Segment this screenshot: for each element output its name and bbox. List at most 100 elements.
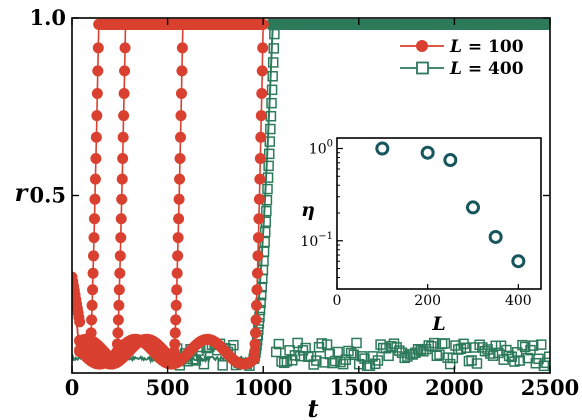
l100-marker	[115, 232, 127, 244]
l100-marker	[89, 193, 101, 205]
l400-marker	[444, 358, 456, 370]
l100-marker	[118, 110, 130, 122]
l100-marker	[86, 314, 98, 326]
l400-marker	[281, 355, 293, 367]
l400-marker	[410, 347, 421, 359]
l400-marker	[423, 340, 435, 351]
l100-marker	[87, 267, 99, 279]
l400-marker	[519, 341, 531, 353]
l400-marker	[295, 350, 306, 362]
l100-marker	[88, 232, 100, 244]
l400-marker	[426, 341, 437, 352]
l400-marker	[469, 342, 480, 353]
l100-marker	[173, 193, 185, 205]
l400-marker	[541, 357, 550, 369]
l100-marker	[74, 316, 86, 328]
l400-marker	[471, 358, 483, 369]
l100-marker	[86, 299, 98, 311]
l400-marker	[297, 345, 309, 356]
l400-marker	[431, 350, 443, 362]
l100-marker	[115, 213, 127, 225]
l100-marker	[254, 173, 266, 185]
l400-marker	[278, 357, 290, 369]
x-tick-label: 500	[146, 375, 190, 400]
l400-marker	[359, 353, 370, 364]
l400-marker	[217, 360, 228, 371]
l100-marker	[251, 299, 263, 311]
inset-point	[443, 153, 458, 168]
l100-marker	[91, 87, 103, 99]
l100-marker	[170, 314, 182, 326]
l400-marker	[501, 344, 512, 356]
x-axis-label: t	[307, 394, 318, 420]
l100-marker	[250, 314, 262, 326]
legend-marker	[416, 40, 428, 52]
l400-marker	[273, 338, 285, 350]
l100-marker	[92, 42, 104, 54]
l400-marker	[311, 355, 322, 366]
l100-marker	[174, 173, 186, 185]
x-tick-label: 2000	[425, 375, 483, 400]
l400-marker	[351, 337, 362, 349]
l100-marker	[176, 42, 188, 54]
inset-x-tick-label: 0	[333, 293, 342, 309]
l100-marker	[175, 110, 187, 122]
inset-plot: 0 200 400 100 10−1 Lη	[300, 137, 542, 335]
l400-marker	[261, 205, 272, 217]
l100-marker	[250, 327, 262, 339]
inset-x-tick-label: 400	[505, 293, 532, 309]
l100-marker	[87, 284, 99, 296]
l100-marker	[175, 131, 187, 143]
l100-marker	[253, 213, 265, 225]
l400-marker	[372, 355, 384, 366]
l100-marker	[114, 267, 126, 279]
inset-y-tick-label: 100	[309, 139, 333, 158]
l100-marker	[89, 173, 101, 185]
l100-marker	[113, 284, 125, 296]
x-tick-label: 1000	[234, 375, 292, 400]
l400-marker	[434, 349, 445, 360]
l400-marker	[442, 352, 453, 363]
l100-marker	[170, 299, 182, 311]
l100-marker	[254, 152, 266, 164]
l400-marker	[348, 349, 360, 361]
l400-marker	[388, 338, 400, 349]
l100-marker	[117, 152, 129, 164]
inset-y-tick-label: 10−1	[300, 231, 333, 250]
l100-marker	[119, 42, 131, 54]
l400-marker	[527, 340, 539, 351]
l100-marker	[112, 314, 124, 326]
l400-marker	[269, 28, 280, 40]
l100-marker	[173, 213, 185, 225]
l400-marker	[335, 356, 346, 368]
l400-marker	[420, 343, 432, 355]
l400-marker	[327, 357, 338, 369]
l400-marker	[535, 339, 547, 350]
l400-marker	[402, 351, 413, 362]
l100-marker	[253, 193, 265, 205]
l100-marker	[255, 131, 267, 143]
l100-marker	[257, 42, 269, 54]
l100-marker	[88, 213, 100, 225]
l400-marker	[538, 360, 550, 372]
inset-x-tick-label: 200	[414, 293, 441, 309]
x-tick-label: 2500	[521, 375, 579, 400]
x-tick-label: 0	[65, 375, 80, 400]
main-clip-group	[72, 18, 550, 372]
l400-marker	[503, 350, 515, 362]
legend-label: L = 400	[449, 59, 524, 79]
series-l100	[72, 18, 269, 370]
l400-marker	[487, 350, 499, 361]
l100-marker	[171, 267, 183, 279]
x-tick-label: 1500	[330, 375, 388, 400]
l400-marker	[198, 358, 210, 370]
l100-marker	[117, 131, 129, 143]
l100-marker	[171, 284, 183, 296]
l400-marker	[439, 338, 451, 349]
l100-marker	[116, 173, 128, 185]
l100-run-line	[72, 23, 267, 365]
l400-marker	[369, 358, 381, 370]
l100-run-line	[72, 23, 187, 365]
